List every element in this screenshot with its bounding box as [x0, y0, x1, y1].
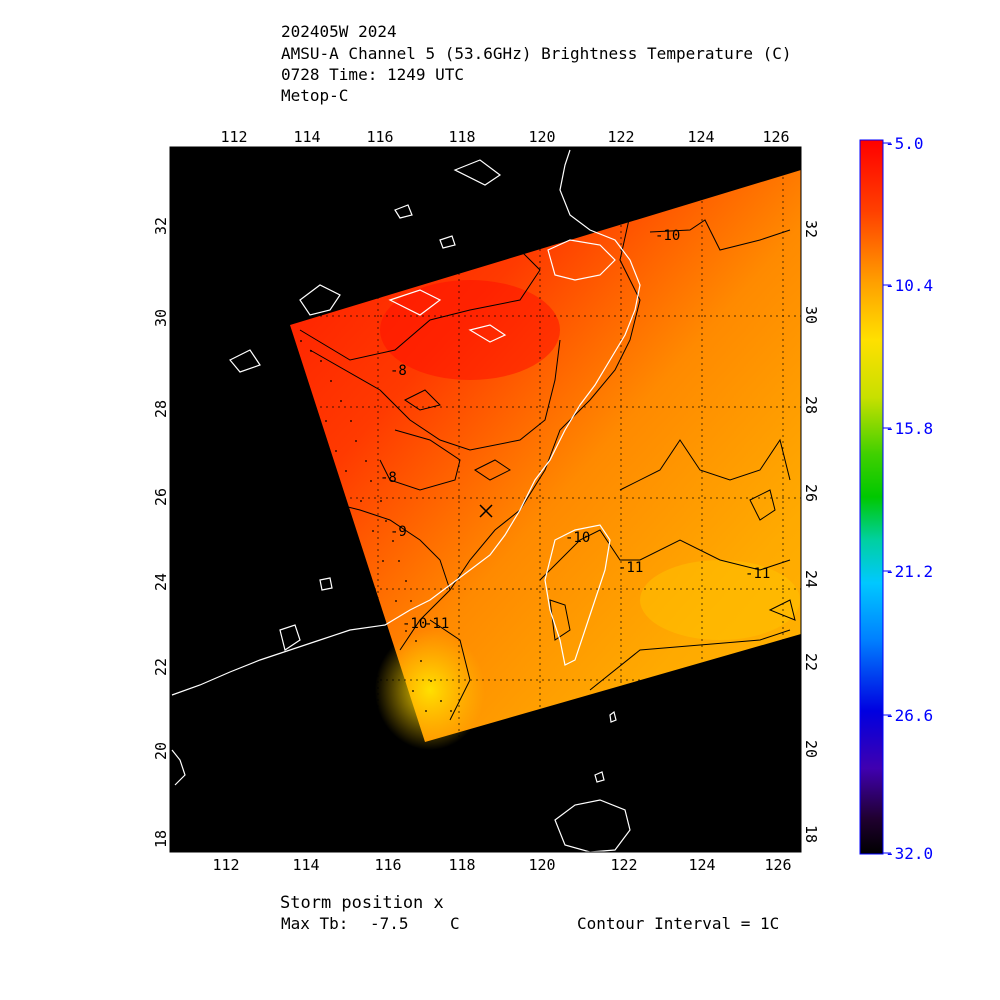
contour-label: -11 — [618, 560, 643, 576]
contour-label: -10 — [655, 228, 680, 244]
lat-tick-left: 18 — [152, 830, 170, 848]
lat-tick-right: 32 — [802, 220, 820, 238]
contour-label: -10 — [402, 616, 427, 632]
colorbar-label: -26.6 — [885, 706, 933, 725]
coastlines — [171, 149, 641, 852]
lon-tick-bottom: 118 — [448, 856, 475, 874]
contour-label: -11 — [424, 616, 449, 632]
storm-id-title: 202405W 2024 — [281, 22, 397, 41]
lat-tick-left: 32 — [152, 217, 170, 235]
lon-tick-top: 122 — [607, 128, 634, 146]
colorbar-label: -15.8 — [885, 419, 933, 438]
colorbar-label: -5.0 — [885, 135, 924, 153]
lon-tick-top: 124 — [687, 128, 714, 146]
stipple-region — [300, 340, 452, 712]
colorbar-label: -21.2 — [885, 562, 933, 581]
lat-tick-right: 24 — [802, 570, 820, 588]
lon-tick-bottom: 120 — [528, 856, 555, 874]
product-title: AMSU-A Channel 5 (53.6GHz) Brightness Te… — [281, 44, 792, 63]
temperature-contours — [299, 214, 796, 721]
contour-label: -8 — [390, 363, 407, 379]
lon-tick-top: 120 — [528, 128, 555, 146]
contour-label: -9 — [390, 524, 407, 540]
lon-tick-bottom: 124 — [688, 856, 715, 874]
contour-label: -11 — [745, 566, 770, 582]
lat-tick-left: 20 — [152, 742, 170, 760]
contour-label: -8 — [380, 470, 397, 486]
colorbar-label: -10.4 — [885, 276, 933, 295]
lon-tick-top: 126 — [762, 128, 789, 146]
colorbar-label: -32.0 — [885, 844, 933, 863]
lat-tick-right: 22 — [802, 653, 820, 671]
lat-tick-left: 28 — [152, 400, 170, 418]
lat-tick-left: 26 — [152, 488, 170, 506]
lat-tick-right: 20 — [802, 740, 820, 758]
storm-position-marker — [479, 504, 493, 518]
lat-tick-left: 24 — [152, 573, 170, 591]
lat-tick-left: 30 — [152, 309, 170, 327]
storm-position-label: Storm position x — [280, 893, 444, 913]
lat-tick-right: 26 — [802, 484, 820, 502]
max-tb-unit: C — [450, 914, 460, 933]
satellite-title: Metop-C — [281, 86, 349, 105]
max-tb-value: -7.5 — [370, 914, 409, 933]
lon-tick-top: 118 — [448, 128, 475, 146]
colorbar: -5.0 -10.4 -15.8 -21.2 -26.6 -32.0 — [859, 135, 933, 863]
lat-tick-left: 22 — [152, 658, 170, 676]
max-tb-label: Max Tb: — [281, 914, 349, 933]
lon-tick-top: 112 — [220, 128, 247, 146]
contour-interval: Contour Interval = 1C — [577, 914, 780, 933]
lon-tick-bottom: 122 — [610, 856, 637, 874]
lon-tick-bottom: 114 — [292, 856, 319, 874]
lon-tick-top: 114 — [293, 128, 320, 146]
lon-tick-bottom: 126 — [764, 856, 791, 874]
lon-tick-top: 116 — [366, 128, 393, 146]
time-title: 0728 Time: 1249 UTC — [281, 65, 465, 84]
contour-label: -10 — [565, 530, 590, 546]
lat-tick-right: 30 — [802, 306, 820, 324]
lon-tick-bottom: 112 — [212, 856, 239, 874]
lat-tick-right: 28 — [802, 396, 820, 414]
lon-tick-bottom: 116 — [374, 856, 401, 874]
lat-tick-right: 18 — [802, 825, 820, 843]
